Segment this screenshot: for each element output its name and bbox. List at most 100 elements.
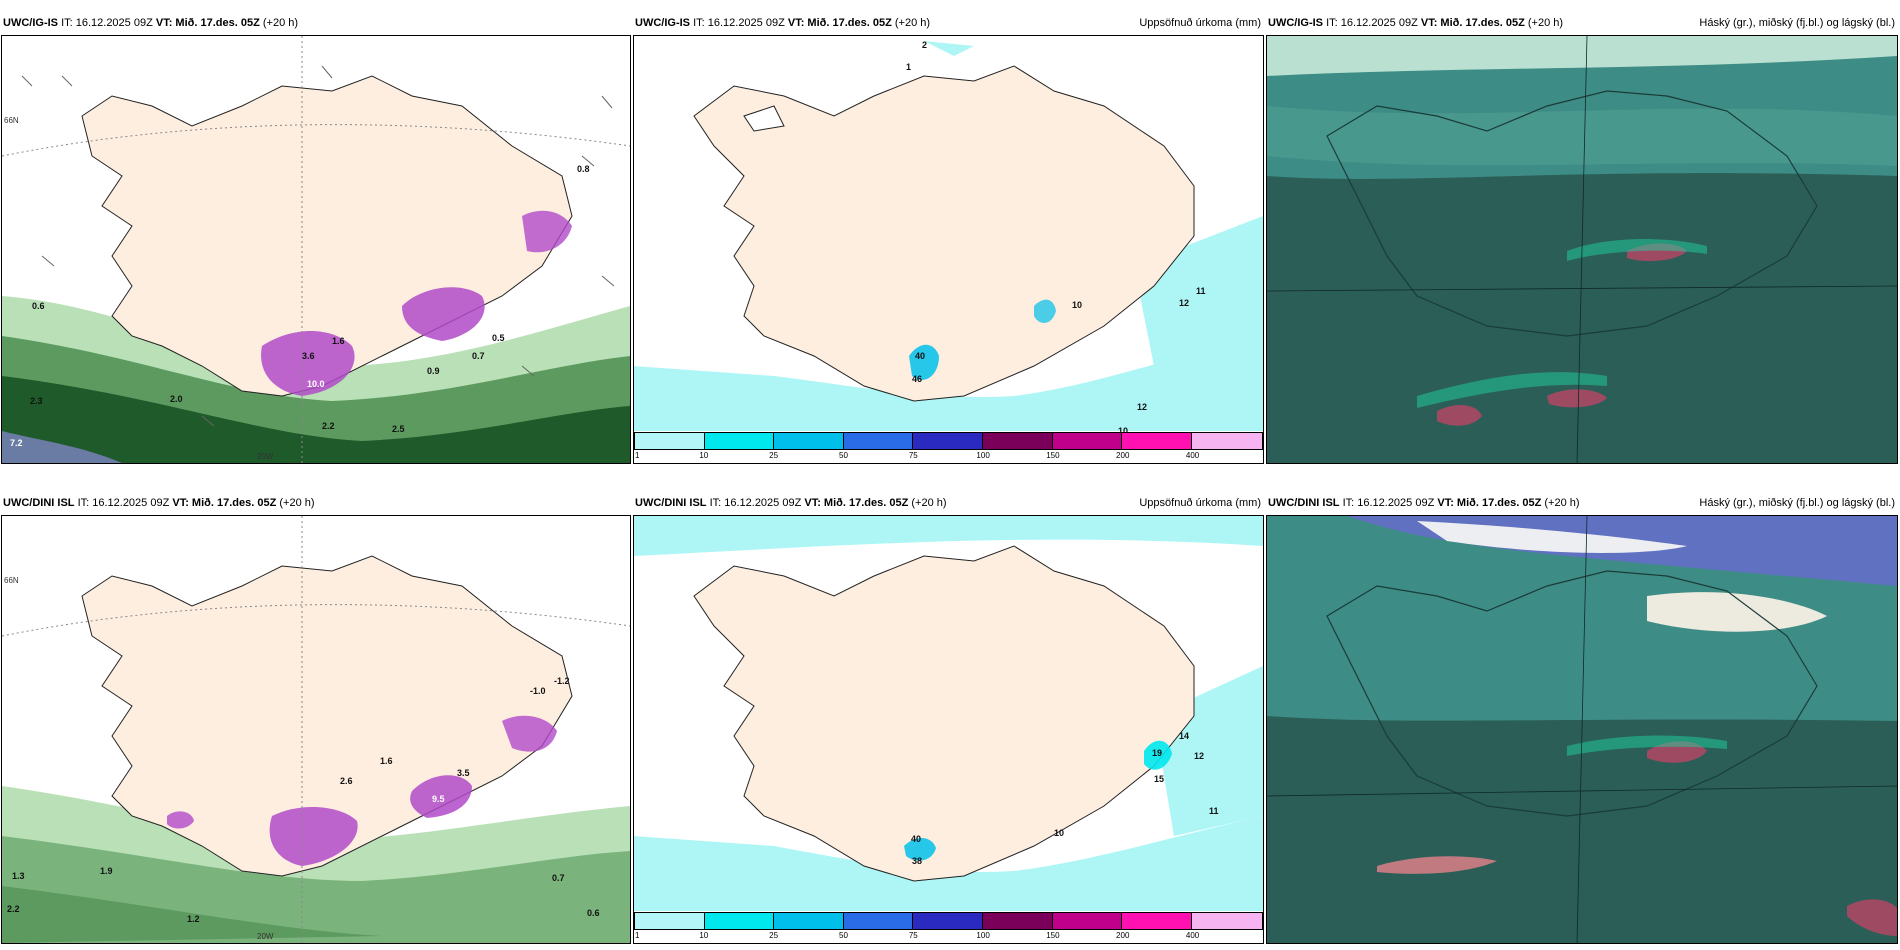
panel-bottom-clouds: UWC/DINI ISL IT: 16.12.2025 09Z VT: Mið.… — [1266, 497, 1898, 944]
temp-label: 1.6 — [380, 756, 393, 766]
colorbar-label: 1 — [635, 451, 640, 460]
temp-label: 0.8 — [577, 164, 590, 174]
colorbar-label: 75 — [908, 931, 918, 940]
lat-label: 66N — [4, 116, 19, 125]
precip-label: 11 — [1196, 286, 1206, 296]
temp-label: 0.7 — [552, 873, 565, 883]
temp-label: 2.2 — [7, 904, 20, 914]
temp-label: 1.2 — [187, 914, 200, 924]
colorbar-label: 400 — [1185, 931, 1200, 940]
precip-label: 40 — [911, 834, 922, 844]
panel-title: Uppsöfnuð úrkoma (mm) — [1139, 17, 1261, 29]
colorbar-label: 400 — [1185, 451, 1200, 460]
panel-header: UWC/DINI ISL IT: 16.12.2025 09Z VT: Mið.… — [1268, 497, 1580, 509]
temp-label: 3.5 — [457, 768, 470, 778]
colorbar-label: 100 — [976, 451, 990, 460]
precip-map — [634, 36, 1263, 431]
panel-bottom-wind-temp: UWC/DINI ISL IT: 16.12.2025 09Z VT: Mið.… — [1, 497, 631, 944]
colorbar-label: 50 — [839, 451, 848, 460]
precip-label: 10 — [1054, 828, 1065, 838]
colorbar-swatch — [982, 913, 1053, 929]
panel-title: Háský (gr.), miðský (fj.bl.) og lágský (… — [1699, 17, 1895, 29]
precip-label: 11 — [1209, 806, 1219, 816]
temp-label: 1.3 — [12, 871, 25, 881]
colorbar-label: 50 — [839, 931, 848, 940]
colorbar-swatch — [1122, 913, 1192, 929]
panel-top-wind-temp: UWC/IG-IS IT: 16.12.2025 09Z VT: Mið. 17… — [1, 17, 631, 464]
colorbar-swatch — [1052, 913, 1123, 929]
colorbar-swatch — [843, 913, 914, 929]
precip-label: 1 — [906, 62, 912, 72]
temp-label: 0.5 — [492, 333, 505, 343]
colorbar-swatch — [635, 913, 705, 929]
colorbar-label: 25 — [769, 931, 779, 940]
panel-header: UWC/DINI ISL IT: 16.12.2025 09Z VT: Mið.… — [3, 497, 315, 509]
panel-header: UWC/DINI ISL IT: 16.12.2025 09Z VT: Mið.… — [635, 497, 947, 509]
cloud-map — [1267, 516, 1897, 943]
lon-label: 20W — [257, 452, 274, 461]
colorbar-swatch — [1191, 913, 1262, 929]
colorbar-label: 25 — [769, 451, 779, 460]
colorbar-swatch — [704, 433, 775, 449]
temp-label: 10.0 — [307, 379, 325, 389]
precip-map — [634, 516, 1263, 911]
colorbar — [634, 432, 1263, 450]
precip-label: 12 — [1194, 751, 1205, 761]
colorbar-swatch — [843, 433, 914, 449]
temp-label: 0.6 — [587, 908, 600, 918]
colorbar-swatch — [635, 433, 705, 449]
precip-label: 2 — [922, 40, 928, 50]
temp-label: 7.2 — [10, 438, 23, 448]
precip-label: 12 — [1179, 298, 1190, 308]
colorbar-swatch — [1191, 433, 1262, 449]
colorbar-label: 10 — [699, 931, 709, 940]
colorbar-swatch — [913, 433, 983, 449]
colorbar — [634, 912, 1263, 930]
colorbar-swatch — [704, 913, 775, 929]
colorbar-swatch — [913, 913, 983, 929]
colorbar-label: 150 — [1046, 451, 1060, 460]
lon-label: 20W — [257, 932, 274, 941]
colorbar-label: 150 — [1046, 931, 1060, 940]
temp-label: 2.2 — [322, 421, 335, 431]
panel-top-precip: UWC/IG-IS IT: 16.12.2025 09Z VT: Mið. 17… — [633, 17, 1264, 464]
cloud-map — [1267, 36, 1897, 463]
precip-label: 40 — [915, 351, 926, 361]
temp-label: 0.7 — [472, 351, 485, 361]
precip-label: 46 — [912, 374, 923, 384]
temp-label: 2.5 — [392, 424, 405, 434]
precip-label: 15 — [1154, 774, 1165, 784]
precip-label: 38 — [912, 856, 923, 866]
temp-label: 3.6 — [302, 351, 315, 361]
colorbar-swatch — [1052, 433, 1123, 449]
precip-label: 12 — [1137, 402, 1148, 412]
panel-header: UWC/IG-IS IT: 16.12.2025 09Z VT: Mið. 17… — [1268, 17, 1564, 29]
temp-label: 1.6 — [332, 336, 345, 346]
colorbar-swatch — [774, 433, 844, 449]
wind-temp-map — [2, 516, 630, 943]
wind-temp-map — [2, 36, 630, 463]
colorbar-label: 100 — [976, 931, 990, 940]
temp-label: 0.6 — [32, 301, 45, 311]
temp-label: -1.0 — [530, 686, 546, 696]
colorbar-swatch — [1122, 433, 1192, 449]
colorbar-labels: 1 10 25 50 75 100 150 200 400 — [634, 931, 1263, 943]
colorbar-label: 75 — [908, 451, 918, 460]
temp-label: 9.5 — [432, 794, 445, 804]
colorbar-label: 10 — [699, 451, 709, 460]
lat-label: 66N — [4, 576, 19, 585]
temp-label: 1.9 — [100, 866, 113, 876]
colorbar-swatch — [774, 913, 844, 929]
temp-label: 2.0 — [170, 394, 183, 404]
colorbar-label: 200 — [1116, 931, 1130, 940]
panel-header: UWC/IG-IS IT: 16.12.2025 09Z VT: Mið. 17… — [635, 17, 931, 29]
colorbar-swatch — [982, 433, 1053, 449]
temp-label: 0.9 — [427, 366, 440, 376]
panel-title: Uppsöfnuð úrkoma (mm) — [1139, 497, 1261, 509]
precip-label: 19 — [1152, 748, 1163, 758]
precip-label: 14 — [1179, 731, 1190, 741]
panel-header: UWC/IG-IS IT: 16.12.2025 09Z VT: Mið. 17… — [3, 17, 299, 29]
temp-label: 2.3 — [30, 396, 43, 406]
colorbar-label: 1 — [635, 931, 640, 940]
temp-label: 2.6 — [340, 776, 353, 786]
